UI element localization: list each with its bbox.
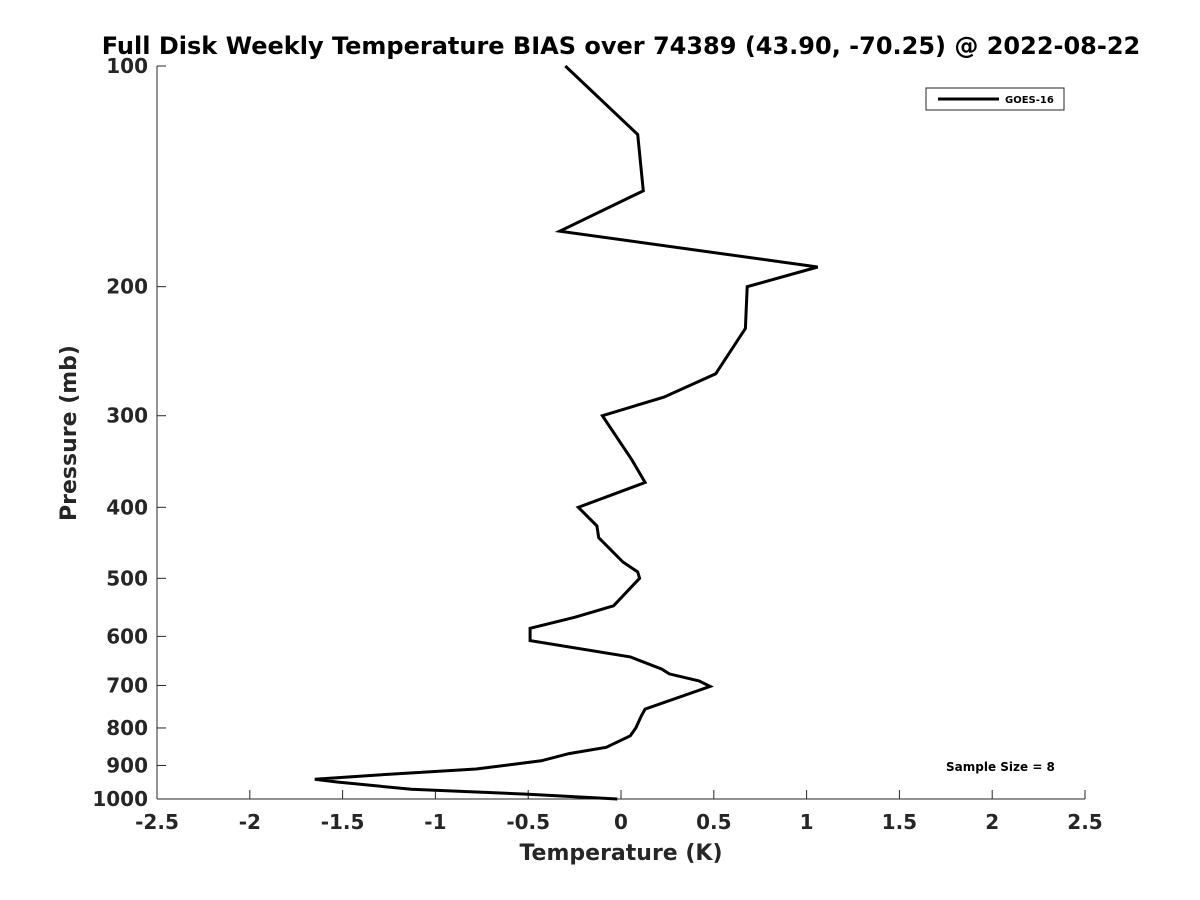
y-tick-label: 400: [106, 495, 148, 519]
tick-marks: [156, 65, 1086, 800]
x-tick-label: 1.5: [882, 810, 917, 834]
x-tick-label: 2: [985, 810, 999, 834]
x-axis-label: Temperature (K): [519, 841, 722, 866]
x-tick-label: -2.5: [135, 810, 179, 834]
x-tick-label: 0.5: [696, 810, 731, 834]
x-tick-label: 1: [800, 810, 814, 834]
legend-label-goes-16: GOES-16: [1005, 95, 1054, 106]
legend: GOES-16: [925, 87, 1065, 111]
x-tick-label: -0.5: [506, 810, 550, 834]
y-tick-label: 700: [106, 673, 148, 697]
x-tick-label: 0: [614, 810, 628, 834]
y-tick-label: 800: [106, 716, 148, 740]
sample-size-annotation: Sample Size = 8: [946, 760, 1055, 774]
x-tick-label: 2.5: [1067, 810, 1102, 834]
x-tick-label: -2: [239, 810, 261, 834]
chart-title: Full Disk Weekly Temperature BIAS over 7…: [102, 32, 1141, 60]
series-line-goes-16: [314, 64, 819, 801]
y-tick-label: 100: [106, 54, 148, 78]
y-tick-label: 200: [106, 275, 148, 299]
y-tick-label: 500: [106, 566, 148, 590]
y-tick-label: 900: [106, 753, 148, 777]
x-tick-label: -1.5: [321, 810, 365, 834]
y-tick-label: 600: [106, 624, 148, 648]
y-tick-label: 1000: [92, 787, 148, 811]
y-axis-label: Pressure (mb): [57, 345, 82, 521]
x-tick-label: -1: [424, 810, 446, 834]
tick-labels: -2.5 -2 -1.5 -1 -0.5 0 0.5 1 1.5 2 2.5 100 200 300 400…: [92, 54, 1102, 834]
series-layer: [314, 64, 819, 801]
y-tick-label: 300: [106, 404, 148, 428]
